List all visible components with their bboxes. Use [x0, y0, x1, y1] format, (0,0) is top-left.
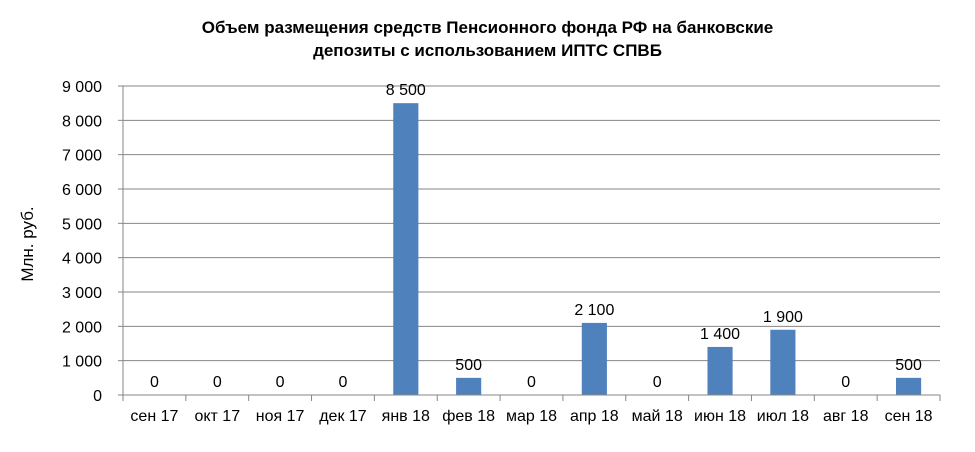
x-tick-label: июл 18: [757, 408, 809, 425]
x-tick-label: ноя 17: [256, 408, 305, 425]
data-label: 1 900: [763, 309, 803, 326]
x-tick-label: окт 17: [194, 408, 240, 425]
x-tick-label: янв 18: [382, 408, 430, 425]
data-label: 0: [527, 374, 536, 391]
data-label: 2 100: [574, 302, 614, 319]
y-tick-label: 5 000: [62, 216, 102, 233]
x-tick-label: сен 18: [885, 408, 933, 425]
data-label: 0: [339, 374, 348, 391]
data-label: 0: [841, 374, 850, 391]
x-tick-label: фев 18: [442, 408, 495, 425]
y-tick-label: 4 000: [62, 251, 102, 268]
y-tick-label: 2 000: [62, 319, 102, 336]
x-tick-label: мар 18: [506, 408, 557, 425]
y-tick-label: 9 000: [62, 79, 102, 96]
chart-title: Объем размещения средств Пенсионного фон…: [0, 16, 975, 62]
bar: [393, 103, 419, 396]
gridlines: [123, 85, 940, 362]
data-label: 500: [895, 357, 922, 374]
bar: [581, 322, 607, 395]
data-label: 0: [213, 374, 222, 391]
data-label: 500: [455, 357, 482, 374]
bar: [896, 377, 922, 395]
y-axis-ticks: 0 1 000 2 000 3 000 4 000 5 000 6 000 7 000 8 00…: [62, 79, 102, 405]
data-label: 0: [276, 374, 285, 391]
chart-title-line-1: Объем размещения средств Пенсионного фон…: [201, 18, 774, 37]
x-tick-label: дек 17: [319, 408, 367, 425]
y-tick-label: 1 000: [62, 354, 102, 371]
bar: [707, 346, 733, 395]
data-label: 0: [653, 374, 662, 391]
bar: [456, 377, 482, 395]
x-tick-label: июн 18: [694, 408, 746, 425]
chart-title-line-2: депозиты с использованием ИПТС СПВБ: [313, 41, 662, 60]
bars: [393, 103, 922, 396]
data-label: 1 400: [700, 326, 740, 343]
data-labels: 0 0 0 0 8 500 500 0 2 100 0 1 400 1 900 0 500: [150, 82, 922, 391]
axes: [118, 85, 941, 401]
x-tick-label: сен 17: [130, 408, 178, 425]
x-tick-label: апр 18: [570, 408, 619, 425]
y-tick-label: 8 000: [62, 113, 102, 130]
bar: [770, 329, 796, 395]
x-tick-label: май 18: [632, 408, 683, 425]
y-tick-label: 6 000: [62, 182, 102, 199]
data-label: 0: [150, 374, 159, 391]
x-tick-label: авг 18: [823, 408, 869, 425]
y-tick-label: 0: [93, 388, 102, 405]
data-label: 8 500: [386, 82, 426, 99]
y-tick-label: 3 000: [62, 285, 102, 302]
y-tick-label: 7 000: [62, 148, 102, 165]
x-axis-ticks: сен 17 окт 17 ноя 17 дек 17 янв 18 фев 18 мар …: [130, 408, 932, 425]
